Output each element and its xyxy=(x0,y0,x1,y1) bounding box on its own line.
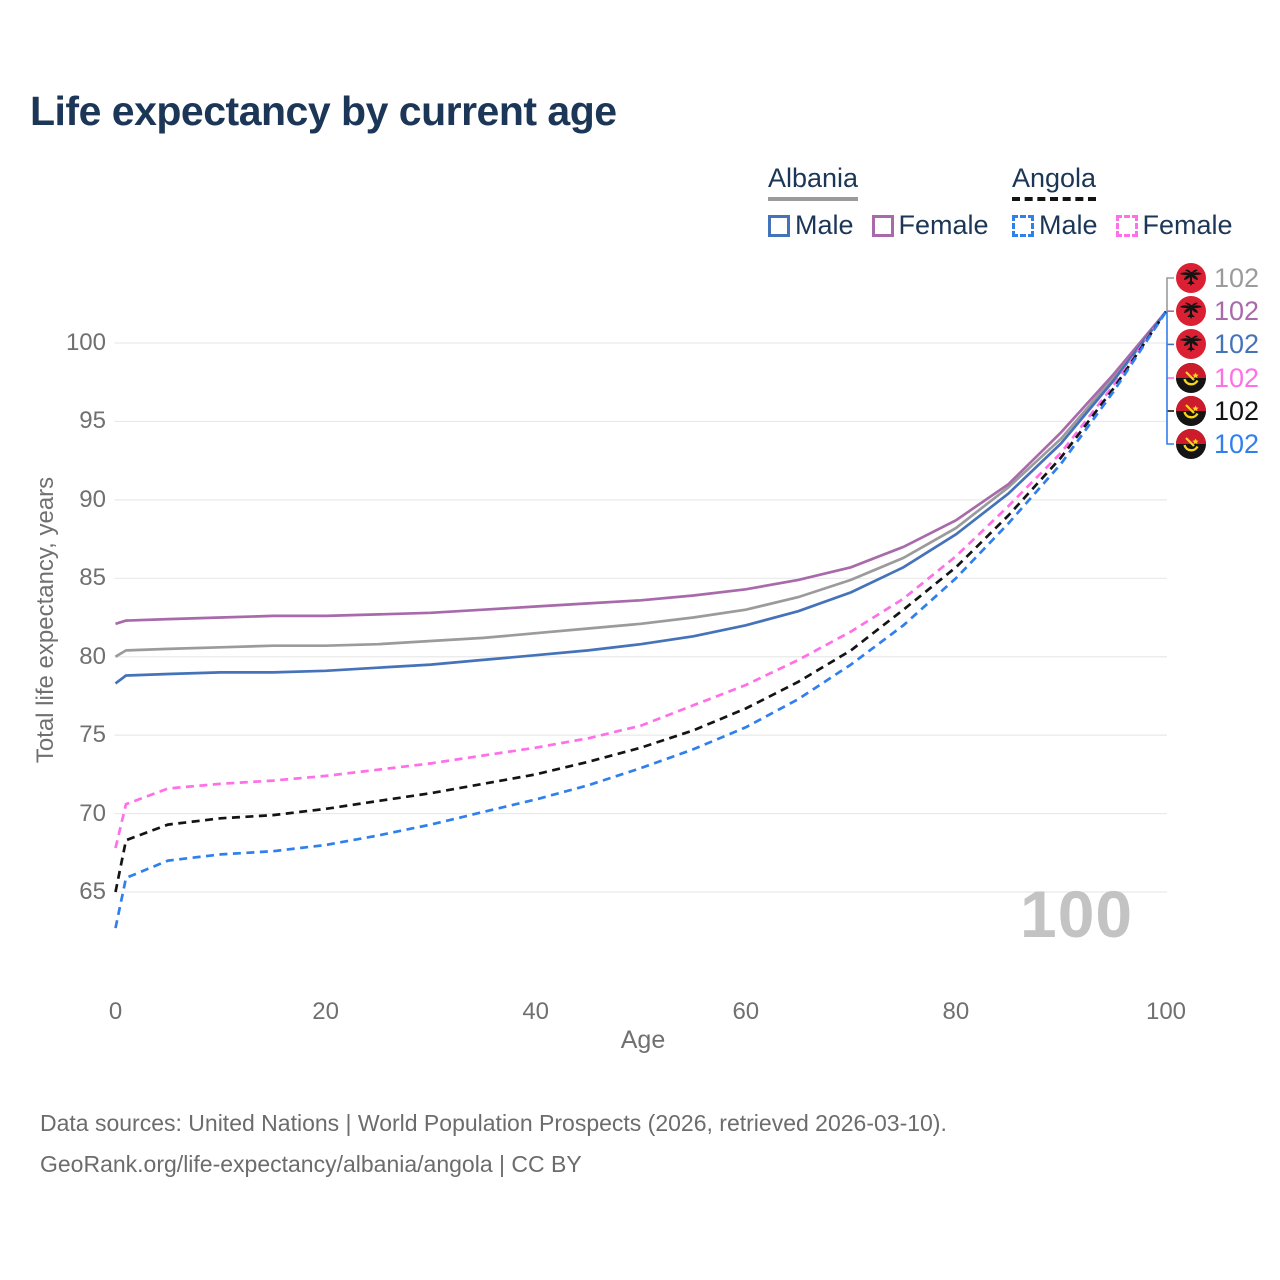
page-title: Life expectancy by current age xyxy=(30,88,617,134)
series-line-alb_female xyxy=(115,310,1168,626)
series-line-ang_male xyxy=(114,310,1168,929)
legend-label: Female xyxy=(1142,210,1233,240)
data-sources-line2: GeoRank.org/life-expectancy/albania/ango… xyxy=(40,1151,582,1177)
legend-label: Male xyxy=(795,210,854,240)
angola-flag-icon xyxy=(1176,429,1206,459)
y-tick-85: 85 xyxy=(79,564,106,592)
legend-label: Female xyxy=(898,210,989,240)
legend-item-albania-male[interactable]: Male xyxy=(768,210,854,241)
legend-item-angola-female[interactable]: Female xyxy=(1115,210,1233,241)
legend-title-angola: Angola xyxy=(1012,163,1097,201)
leader-line-alb_total xyxy=(1166,277,1174,312)
data-sources: Data sources: United Nations | World Pop… xyxy=(40,1103,947,1185)
y-tick-75: 75 xyxy=(79,721,106,749)
end-value: 102 xyxy=(1214,295,1260,326)
end-value: 102 xyxy=(1214,428,1260,459)
end-label-albania-female: 102 xyxy=(1176,296,1259,326)
y-tick-95: 95 xyxy=(79,407,106,435)
angola-flag-icon xyxy=(1176,396,1206,426)
end-value: 102 xyxy=(1214,395,1260,426)
line-chart-canvas xyxy=(114,277,1174,929)
x-tick-0: 0 xyxy=(108,998,123,1025)
x-tick-40: 40 xyxy=(522,998,550,1025)
age-watermark: 100 xyxy=(1020,877,1134,951)
angola-flag-icon xyxy=(1176,363,1206,393)
end-label-albania-total: 102 xyxy=(1176,263,1259,293)
series-line-alb_male xyxy=(114,310,1168,685)
series-line-ang_female xyxy=(114,310,1168,849)
y-tick-70: 70 xyxy=(79,799,106,827)
y-axis-title: Total life expectancy, years xyxy=(32,476,59,764)
legend-title-albania: Albania xyxy=(768,163,859,201)
x-axis-title: Age xyxy=(620,1026,666,1054)
x-tick-80: 80 xyxy=(942,998,970,1025)
legend-item-angola-male[interactable]: Male xyxy=(1012,210,1098,241)
x-tick-60: 60 xyxy=(732,998,760,1025)
end-label-angola-total: 102 xyxy=(1176,396,1259,426)
series-line-alb_total xyxy=(114,310,1168,658)
albania-male-swatch-icon xyxy=(768,214,790,237)
albania-flag-icon xyxy=(1176,329,1206,359)
y-tick-65: 65 xyxy=(79,878,106,905)
data-sources-line1: Data sources: United Nations | World Pop… xyxy=(40,1110,947,1136)
end-value: 102 xyxy=(1214,362,1260,393)
end-value: 102 xyxy=(1214,262,1260,293)
end-value: 102 xyxy=(1214,328,1260,359)
x-tick-20: 20 xyxy=(312,998,339,1025)
albania-flag-icon xyxy=(1176,263,1206,293)
y-tick-80: 80 xyxy=(79,642,106,670)
angola-female-swatch-icon xyxy=(1115,214,1138,237)
leader-line-ang_male xyxy=(1166,311,1174,445)
end-label-angola-female: 102 xyxy=(1176,363,1259,393)
legend-group-albania: Albania Male Female xyxy=(768,163,989,241)
series-line-ang_total xyxy=(114,310,1168,893)
legend-label: Male xyxy=(1039,210,1098,240)
y-tick-90: 90 xyxy=(79,485,106,513)
angola-male-swatch-icon xyxy=(1012,214,1034,237)
x-tick-100: 100 xyxy=(1145,998,1187,1025)
albania-female-swatch-icon xyxy=(871,214,894,237)
albania-flag-icon xyxy=(1176,296,1206,326)
end-label-albania-male: 102 xyxy=(1176,329,1259,359)
legend-group-angola: Angola Male Female xyxy=(1012,163,1233,241)
y-tick-100: 100 xyxy=(65,329,106,356)
legend-item-albania-female[interactable]: Female xyxy=(871,210,989,241)
end-label-angola-male: 102 xyxy=(1176,429,1259,459)
